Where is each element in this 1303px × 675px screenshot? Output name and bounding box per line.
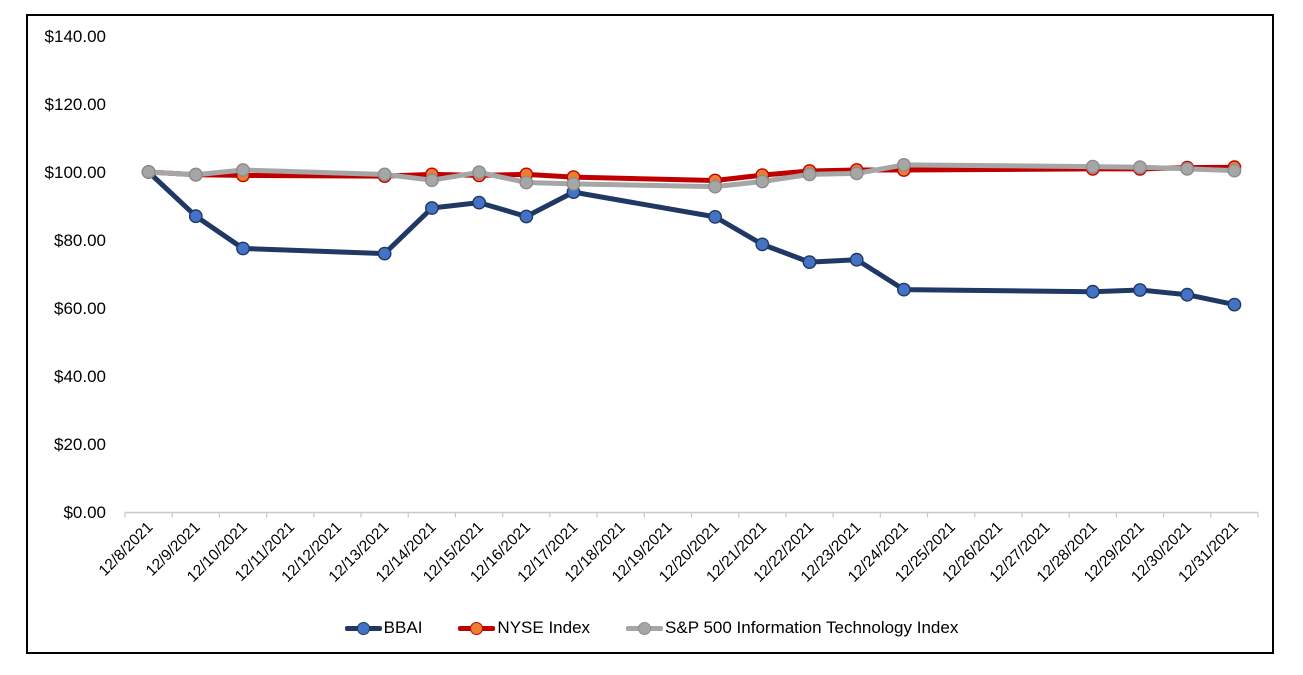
data-point-marker bbox=[1227, 163, 1242, 178]
data-point-marker bbox=[1085, 159, 1100, 174]
legend-marker-icon bbox=[470, 621, 484, 635]
chart-legend: BBAI NYSE Index S&P 500 Information Tech… bbox=[26, 613, 1277, 643]
legend-label-sp500-it-index: S&P 500 Information Technology Index bbox=[665, 618, 959, 637]
data-point-marker bbox=[566, 176, 581, 191]
data-point-marker bbox=[1133, 283, 1147, 297]
series-line-bbai bbox=[146, 169, 1237, 308]
y-axis-tick-label: $100.00 bbox=[45, 163, 106, 182]
legend-item-bbai: BBAI bbox=[344, 618, 423, 638]
data-point-marker bbox=[1180, 161, 1195, 176]
data-point-marker bbox=[802, 255, 817, 270]
legend-label-nyse-index: NYSE Index bbox=[497, 618, 591, 637]
data-point-marker bbox=[849, 166, 864, 181]
y-axis-tick-label: $40.00 bbox=[54, 367, 106, 386]
data-point-marker bbox=[708, 179, 722, 194]
y-axis-tick-label: $120.00 bbox=[45, 95, 106, 114]
data-point-marker bbox=[188, 209, 203, 224]
legend-label-bbai: BBAI bbox=[383, 618, 423, 637]
data-point-marker bbox=[755, 237, 770, 252]
legend-marker-icon bbox=[356, 621, 370, 635]
data-point-marker bbox=[377, 167, 392, 182]
data-point-marker bbox=[897, 282, 911, 297]
data-point-marker bbox=[802, 167, 817, 182]
data-point-marker bbox=[849, 252, 864, 267]
data-point-marker bbox=[236, 163, 250, 177]
data-point-marker bbox=[141, 165, 156, 179]
data-point-marker bbox=[236, 241, 250, 256]
data-point-marker bbox=[472, 165, 486, 180]
legend-swatch-nyse-index bbox=[458, 621, 496, 635]
data-point-marker bbox=[188, 167, 203, 182]
data-point-marker bbox=[1085, 284, 1100, 299]
legend-item-nyse-index: NYSE Index bbox=[458, 618, 590, 638]
legend-item-sp500-it-index: S&P 500 Information Technology Index bbox=[626, 618, 958, 638]
data-point-marker bbox=[472, 195, 486, 210]
data-point-marker bbox=[755, 174, 770, 189]
y-axis-tick-label: $80.00 bbox=[54, 231, 106, 250]
chart-border bbox=[26, 14, 1274, 654]
legend-marker-icon bbox=[638, 621, 652, 635]
data-point-marker bbox=[1180, 287, 1195, 302]
data-point-marker bbox=[519, 209, 534, 224]
legend-swatch-sp500-it-index bbox=[626, 621, 664, 635]
data-point-marker bbox=[897, 157, 911, 172]
data-point-marker bbox=[424, 173, 439, 188]
data-point-marker bbox=[708, 209, 722, 224]
data-point-marker bbox=[519, 175, 534, 190]
y-axis-tick-label: $0.00 bbox=[63, 503, 106, 522]
y-axis-tick-label: $140.00 bbox=[45, 27, 106, 46]
data-point-marker bbox=[424, 201, 439, 215]
y-axis-tick-label: $20.00 bbox=[54, 435, 106, 454]
data-point-marker bbox=[1227, 297, 1242, 312]
y-axis-tick-label: $60.00 bbox=[54, 299, 106, 318]
data-point-marker bbox=[1133, 160, 1147, 175]
legend-swatch-bbai bbox=[344, 621, 382, 635]
data-point-marker bbox=[377, 246, 392, 261]
